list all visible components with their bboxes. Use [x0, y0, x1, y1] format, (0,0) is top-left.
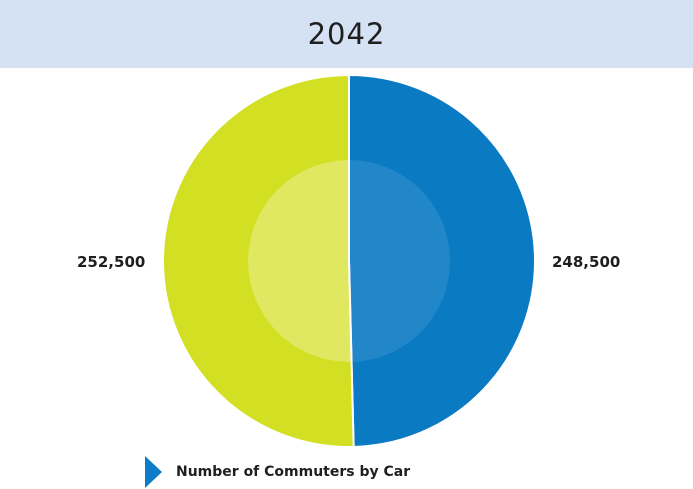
legend: Number of Commuters by Car: [145, 456, 410, 488]
chart-header: 2042: [0, 0, 693, 68]
pie-slices: [161, 73, 536, 448]
slice-label-right: 248,500: [552, 253, 621, 271]
pie-slice-left-inner: [248, 160, 352, 362]
legend-triangle-icon: [145, 456, 162, 488]
pie-inner-highlight: [248, 160, 450, 362]
pie-slice-right-inner: [349, 160, 450, 362]
legend-label: Number of Commuters by Car: [176, 464, 411, 480]
pie-slice-left: [161, 73, 355, 448]
chart-title: 2042: [307, 17, 386, 51]
pie-slice-right: [348, 73, 536, 448]
slice-label-left: 252,500: [77, 253, 146, 271]
